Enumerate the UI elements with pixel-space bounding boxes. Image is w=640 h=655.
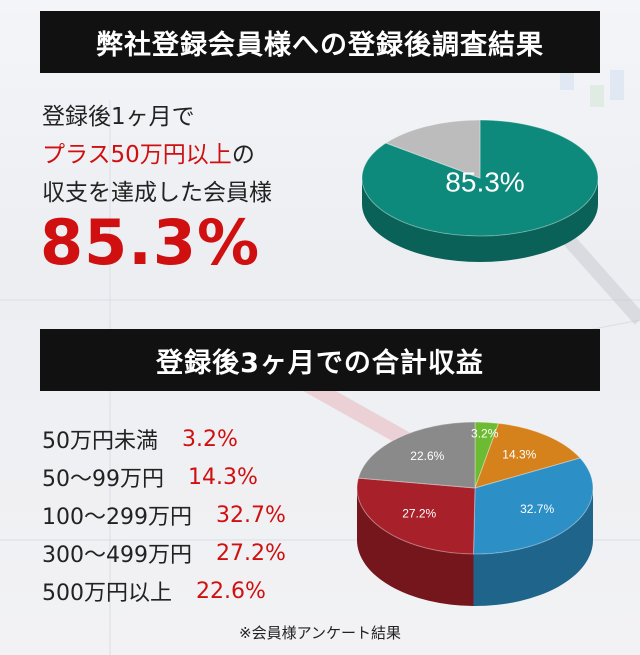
pie-slice bbox=[473, 457, 594, 555]
legend-label: 100〜299万円 bbox=[42, 505, 192, 530]
pie-slice bbox=[474, 421, 500, 489]
pie-slice bbox=[361, 119, 599, 237]
pie-slice bbox=[474, 422, 582, 489]
section1-title-bar: 弊社登録会員様への登録後調査結果 bbox=[40, 11, 600, 73]
footnote: ※会員様アンケート結果 bbox=[239, 624, 401, 642]
section1-description: 登録後1ヶ月で プラス50万円以上の 収支を達成した会員様 bbox=[42, 98, 342, 212]
desc-line-2-tail: の bbox=[231, 142, 255, 168]
legend-value: 14.3% bbox=[188, 464, 258, 490]
pie-slice-side bbox=[473, 488, 593, 606]
legend-value: 32.7% bbox=[215, 502, 286, 528]
desc-line-2: プラス50万円以上の bbox=[42, 136, 342, 174]
pie-slice-side bbox=[357, 488, 474, 606]
legend-value: 3.2% bbox=[182, 426, 238, 452]
legend-row: 300〜499万円 27.2% bbox=[42, 534, 286, 572]
legend-row: 50万円未満 3.2% bbox=[42, 420, 286, 458]
desc-line-3: 収支を達成した会員様 bbox=[42, 180, 272, 206]
legend-row: 50〜99万円 14.3% bbox=[42, 458, 286, 496]
legend-row: 100〜299万円 32.7% bbox=[42, 496, 286, 534]
pie-slice bbox=[356, 477, 476, 555]
pie-chart-3months: 3.2%14.3% 32.7% 27.2% 22.6% bbox=[356, 421, 594, 606]
section1-title: 弊社登録会員様への登録後調査結果 bbox=[96, 29, 544, 61]
pie-slice-side bbox=[362, 178, 598, 262]
pie-slice bbox=[357, 421, 476, 489]
section2-title: 登録後3ヶ月での合計収益 bbox=[156, 347, 484, 379]
section2-title-bar: 登録後3ヶ月での合計収益 bbox=[40, 329, 600, 391]
desc-highlight: プラス50万円以上 bbox=[42, 142, 232, 168]
pie-slice bbox=[384, 119, 481, 179]
pie-data-label: 32.7% bbox=[520, 502, 554, 516]
legend-label: 500万円以上 bbox=[42, 581, 172, 606]
pie-data-label: 85.3% bbox=[445, 166, 524, 197]
desc-line-1: 登録後1ヶ月で bbox=[42, 104, 195, 130]
pie-chart-1month: 85.3% bbox=[361, 119, 599, 262]
legend-value: 22.6% bbox=[196, 578, 266, 604]
pie-data-label: 3.2% bbox=[471, 426, 499, 440]
pie-data-label: 27.2% bbox=[402, 507, 436, 521]
legend-label: 50万円未満 bbox=[42, 429, 158, 454]
revenue-legend: 50万円未満 3.2% 50〜99万円 14.3% 100〜299万円 32.7% 3… bbox=[42, 420, 286, 610]
pie-data-label: 14.3% bbox=[502, 448, 536, 462]
pie-data-label: 22.6% bbox=[410, 449, 444, 463]
legend-value: 27.2% bbox=[215, 540, 286, 566]
legend-label: 50〜99万円 bbox=[42, 467, 164, 492]
legend-row: 500万円以上 22.6% bbox=[42, 572, 286, 610]
big-percentage: 85.3% bbox=[40, 206, 261, 279]
legend-label: 300〜499万円 bbox=[42, 543, 192, 568]
